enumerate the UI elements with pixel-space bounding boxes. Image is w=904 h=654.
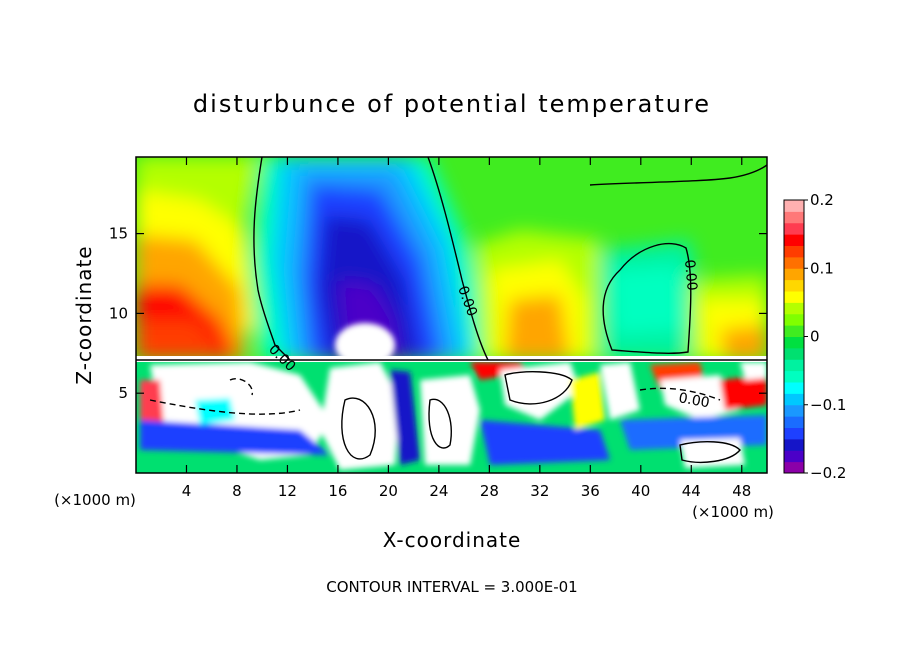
x-tick-label: 24 [429, 482, 448, 500]
colorbar-swatch [784, 291, 804, 303]
x-tick-label: 12 [278, 482, 297, 500]
colorbar-swatch [784, 302, 804, 315]
colorbar-swatch [784, 427, 804, 440]
colorbar-swatch [784, 370, 804, 383]
colorbar-swatch [784, 438, 804, 451]
colorbar-swatch [784, 222, 804, 235]
y-tick-label: 10 [109, 304, 128, 322]
colorbar-swatch [784, 336, 804, 349]
upper-field [136, 157, 767, 360]
colorbar-swatch [784, 450, 804, 463]
plot-frame [135, 156, 768, 474]
x-tick-label: 40 [631, 482, 650, 500]
x-tick-label: 20 [379, 482, 398, 500]
colorbar-tick-label: −0.2 [810, 464, 846, 482]
contour-interval-footer: CONTOUR INTERVAL = 3.000E-01 [326, 578, 577, 596]
x-axis-label: X-coordinate [383, 528, 522, 552]
colorbar-swatch [784, 279, 804, 292]
colorbar-swatch [784, 416, 804, 428]
colorbar-tick-label: −0.1 [810, 396, 846, 414]
colorbar-tick-label: 0 [810, 328, 820, 346]
x-tick-label: 16 [328, 482, 347, 500]
colorbar-swatch [784, 325, 804, 337]
x-tick-label: 48 [732, 482, 751, 500]
colorbar-swatch [784, 404, 804, 417]
colorbar-swatch [784, 347, 804, 360]
colorbar-swatch [784, 200, 804, 212]
colorbar-swatch [784, 393, 804, 406]
y-tick-label: 5 [118, 384, 128, 402]
colorbar-swatch [784, 461, 804, 474]
colorbar-swatch [784, 382, 804, 394]
colorbar-swatch [784, 211, 804, 224]
colorbar-swatch [784, 359, 804, 372]
y-axis-label: Z-coordinate [72, 245, 96, 384]
chart-title: disturbunce of potential temperature [193, 90, 711, 118]
x-tick-label: 8 [232, 482, 242, 500]
colorbar-tick-label: 0.2 [810, 191, 834, 209]
colorbar-swatch [784, 268, 804, 281]
y-axis: 5 10 15 [109, 225, 767, 402]
contour-label-3: 0.00 [681, 259, 700, 291]
colorbar-tick-label: 0.1 [810, 259, 834, 277]
x-tick-label: 36 [581, 482, 600, 500]
contour-lines [136, 157, 767, 463]
contour-label-4: 0.00 [677, 390, 710, 411]
y-tick-label: 15 [109, 225, 128, 243]
colorbar-swatch [784, 234, 804, 246]
x-unit-label-left: (×1000 m) [54, 491, 136, 509]
plot-area: 0.00 0.00 0.00 0.00 [136, 157, 767, 473]
lower-layer [136, 356, 767, 473]
colorbar-swatch [784, 245, 804, 258]
x-axis: 4 8 12 16 20 24 28 32 36 40 44 48 [182, 157, 751, 500]
colorbar: 0.2 0.1 0 −0.1 −0.2 [783, 191, 846, 482]
colorbar-swatch [784, 256, 804, 269]
x-tick-label: 28 [480, 482, 499, 500]
x-tick-label: 4 [182, 482, 192, 500]
colorbar-swatch [784, 313, 804, 326]
x-unit-label-right: (×1000 m) [692, 503, 774, 521]
x-tick-label: 32 [530, 482, 549, 500]
x-tick-label: 44 [682, 482, 701, 500]
